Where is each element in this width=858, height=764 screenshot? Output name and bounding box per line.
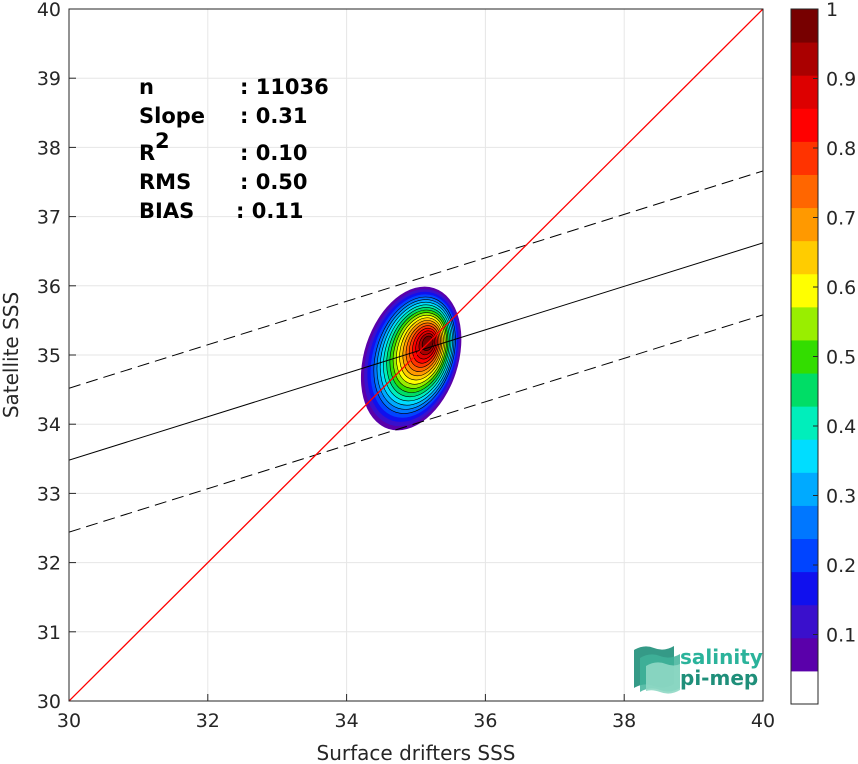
salinity-pi-mep-logo: salinity pi-mep [634,645,763,694]
colorbar-segment [791,75,818,109]
x-tick-label: 36 [473,710,497,732]
regression-line [69,242,763,461]
y-tick-label: 34 [37,414,61,436]
y-tick-label: 30 [37,691,61,713]
stat-value: : 11036 [240,75,329,99]
stat-label: RMS [139,170,191,194]
logo-line2: pi-mep [680,666,758,690]
y-axis-label: Satellite SSS [0,292,23,418]
stat-value: : 0.10 [240,141,308,165]
colorbar-segment [791,273,818,308]
logo-waves-icon [634,646,680,694]
x-tick-label: 38 [612,710,636,732]
x-tick-label: 34 [335,710,359,732]
colorbar-tick-label: 0.2 [826,555,856,577]
colorbar-segment [791,174,818,209]
x-tick-label: 30 [57,710,81,732]
stat-label: n [139,75,154,99]
y-tick-label: 39 [37,68,61,90]
colorbar-tick-label: 0.5 [826,347,856,369]
y-tick-label: 38 [37,137,61,159]
colorbar-segment [791,108,818,142]
colorbar-tick-label: 0.9 [826,69,856,91]
colorbar-segment [791,505,818,540]
stat-label: R [139,141,155,165]
colorbar-tick-label: 0.6 [826,277,856,299]
y-tick-label: 40 [37,0,61,21]
colorbar-segment [791,240,818,275]
colorbar-segment [791,571,818,606]
y-tick-label: 37 [37,207,61,229]
y-tick-label: 31 [37,622,61,644]
y-tick-label: 36 [37,276,61,298]
y-tick-label: 32 [37,553,61,575]
x-axis-ticks: 30 32 34 36 38 40 [57,694,775,732]
colorbar-segment [791,670,818,705]
colorbar-segment [791,637,818,672]
x-tick-label: 40 [751,710,775,732]
colorbar-segment [791,42,818,76]
y-tick-label: 35 [37,345,61,367]
colorbar-tick-label: 0.4 [826,416,856,438]
x-axis-label: Surface drifters SSS [317,741,516,764]
stat-label: Slope [139,104,205,128]
statistics-annotation: n : 11036 Slope : 0.31 R 2 : 0.10 RMS : 0.50 BIAS… [139,75,329,223]
logo-line1: salinity [680,645,763,669]
colorbar-tick-label: 1 [826,0,838,21]
stat-label: BIAS [139,199,194,223]
colorbar-tick-label: 0.7 [826,208,856,230]
colorbar-ticks: 0.1 0.2 0.3 0.4 0.5 0.6 0.7 0.8 0.9 1 [813,0,856,647]
stat-superscript: 2 [155,129,170,153]
colorbar-segment [791,141,818,175]
colorbar-segment [791,9,818,43]
colorbar-segment [791,207,818,242]
stat-value: : 0.31 [240,104,308,128]
colorbar-segment [791,373,818,407]
colorbar-segment [791,306,818,341]
x-tick-label: 32 [196,710,220,732]
colorbar-segment [791,604,818,639]
colorbar-tick-label: 0.8 [826,138,856,160]
y-axis-ticks: 30 31 32 33 34 35 36 37 38 39 40 [37,0,76,713]
colorbar [790,8,819,705]
lower-bound-dashed-line [69,314,763,533]
colorbar-segment [791,406,818,440]
upper-bound-dashed-line [69,170,763,389]
colorbar-segment [791,538,818,573]
identity-line [69,9,763,701]
reference-lines [69,9,763,701]
y-tick-label: 33 [37,483,61,505]
colorbar-tick-label: 0.1 [826,625,856,647]
colorbar-segment [791,439,818,473]
colorbar-tick-label: 0.3 [826,486,856,508]
colorbar-segment [791,472,818,506]
stat-value: : 0.50 [240,170,308,194]
stat-value: : 0.11 [236,199,304,223]
